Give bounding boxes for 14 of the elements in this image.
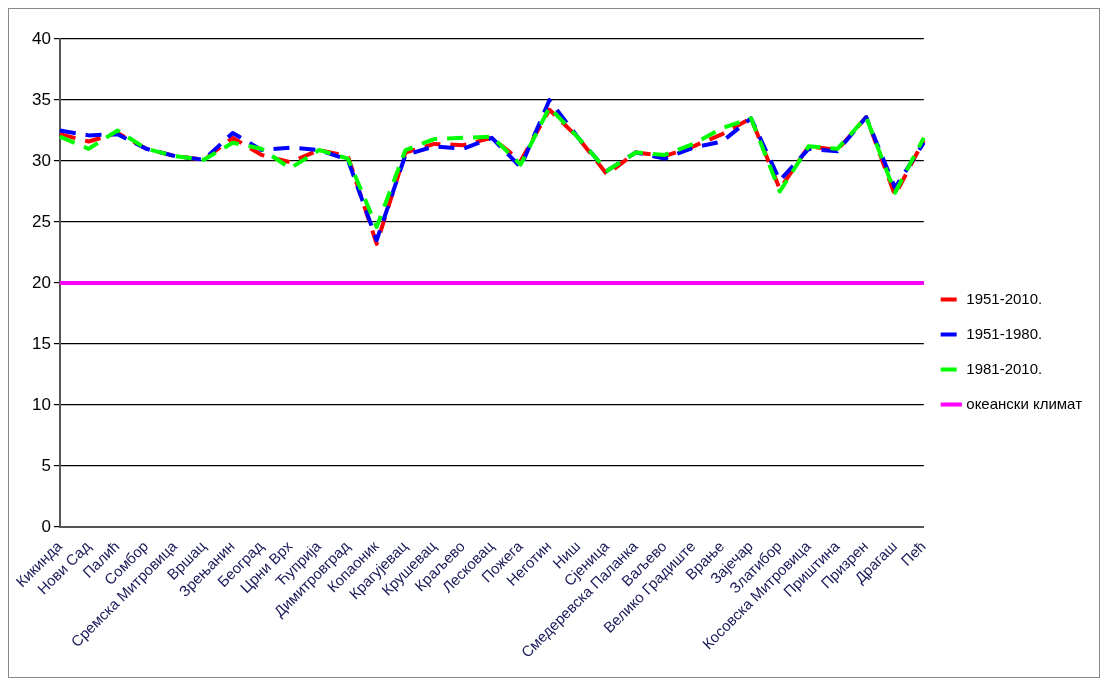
- legend-label: 1951-1980.: [966, 324, 1043, 342]
- legend-label: океански климат: [966, 394, 1083, 412]
- y-tick-label: 0: [41, 516, 51, 536]
- y-tick-label: 5: [41, 455, 51, 475]
- y-tick-label: 25: [31, 211, 51, 231]
- y-tick-label: 20: [31, 272, 51, 292]
- legend-label: 1951-2010.: [966, 289, 1043, 307]
- y-tick-label: 40: [31, 28, 51, 48]
- y-tick-label: 15: [31, 333, 51, 353]
- y-tick-label: 35: [31, 89, 51, 109]
- y-tick-label: 10: [31, 394, 51, 414]
- legend-label: 1981-2010.: [966, 359, 1043, 377]
- x-tick-label: Пећ: [897, 537, 929, 569]
- y-tick-label: 30: [31, 150, 51, 170]
